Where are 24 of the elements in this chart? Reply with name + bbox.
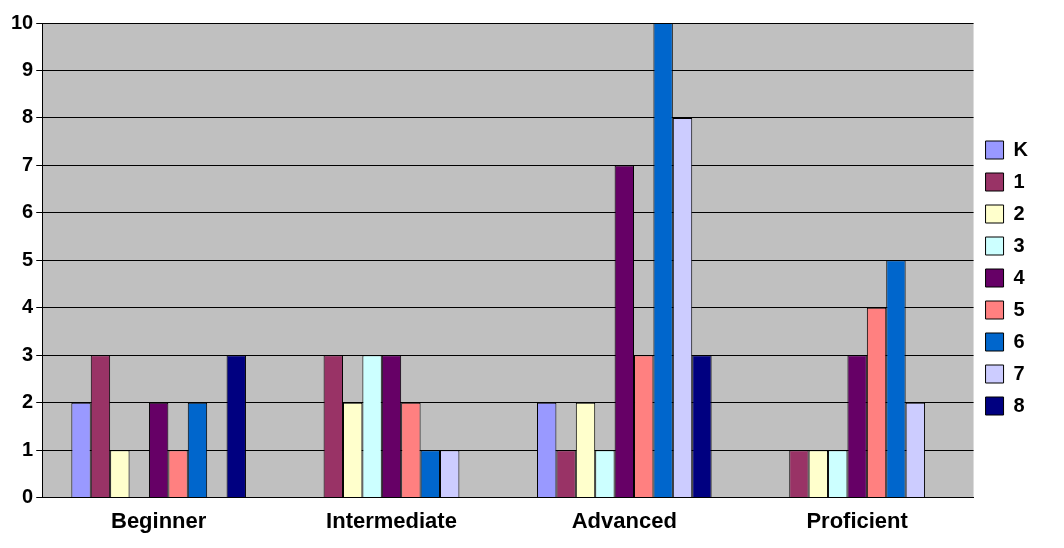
legend-label: 5 <box>1013 297 1025 320</box>
x-tick-label: Advanced <box>571 507 677 533</box>
legend-label: 1 <box>1013 169 1025 192</box>
y-tick-label: 3 <box>22 342 34 365</box>
legend-label: 8 <box>1013 393 1025 416</box>
y-tick-label: 9 <box>22 57 34 80</box>
x-tick-label: Proficient <box>806 507 909 533</box>
legend-label: 2 <box>1013 201 1025 224</box>
legend-label: 4 <box>1013 265 1026 288</box>
y-tick-label: 4 <box>22 295 35 318</box>
y-tick-label: 0 <box>22 485 34 508</box>
x-tick-label: Beginner <box>110 507 207 533</box>
legend-label: 7 <box>1013 361 1025 384</box>
legend-label: 6 <box>1013 329 1025 352</box>
y-tick-label: 8 <box>22 105 34 128</box>
x-tick-label: Intermediate <box>326 507 457 533</box>
y-tick-label: 7 <box>22 152 34 175</box>
legend-label: K <box>1013 137 1029 160</box>
y-tick-label: 2 <box>22 390 34 413</box>
y-tick-label: 6 <box>22 200 34 223</box>
y-tick-label: 1 <box>22 437 34 460</box>
y-tick-label: 5 <box>22 247 34 270</box>
y-tick-label: 10 <box>11 10 34 33</box>
legend-label: 3 <box>1013 233 1025 256</box>
